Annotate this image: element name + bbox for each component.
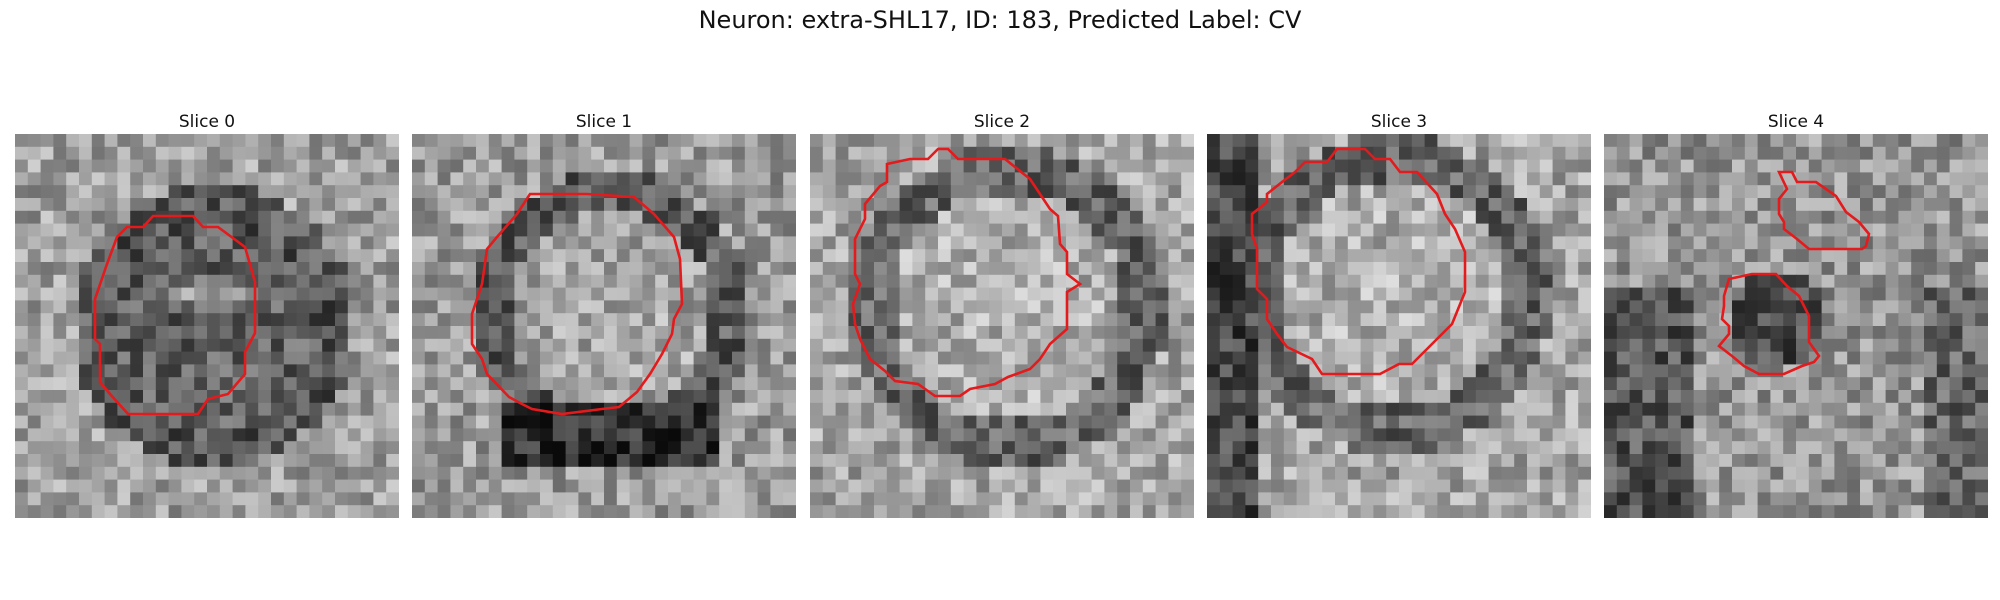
slice-image [1604, 134, 1988, 518]
slice-title: Slice 0 [178, 112, 236, 132]
slice-image [15, 134, 399, 518]
slice-pixels [15, 134, 399, 518]
segmentation-contour [1250, 147, 1467, 376]
segmentation-contour [1717, 272, 1821, 376]
slice-pixels [810, 134, 1194, 518]
slice-panel-4: Slice 4 [1604, 110, 1988, 518]
slice-panel-3: Slice 3 [1207, 110, 1591, 518]
slice-panel-2: Slice 2 [810, 110, 1194, 518]
slice-title: Slice 3 [1370, 112, 1428, 132]
slice-image [1207, 134, 1591, 518]
segmentation-contour [93, 214, 257, 416]
slice-image [412, 134, 796, 518]
slice-title: Slice 4 [1767, 112, 1825, 132]
slice-panel-1: Slice 1 [412, 110, 796, 518]
slice-title: Slice 1 [575, 112, 633, 132]
figure-title: Neuron: extra-SHL17, ID: 183, Predicted … [698, 6, 1302, 34]
slice-image [810, 134, 1194, 518]
slice-pixels [1207, 134, 1591, 518]
slice-title: Slice 2 [973, 112, 1031, 132]
slice-pixels [1604, 134, 1988, 518]
segmentation-contour [851, 147, 1083, 398]
slice-panel-0: Slice 0 [15, 110, 399, 518]
segmentation-contour [470, 192, 684, 416]
slice-pixels [412, 134, 796, 518]
segmentation-contour [1776, 170, 1871, 251]
